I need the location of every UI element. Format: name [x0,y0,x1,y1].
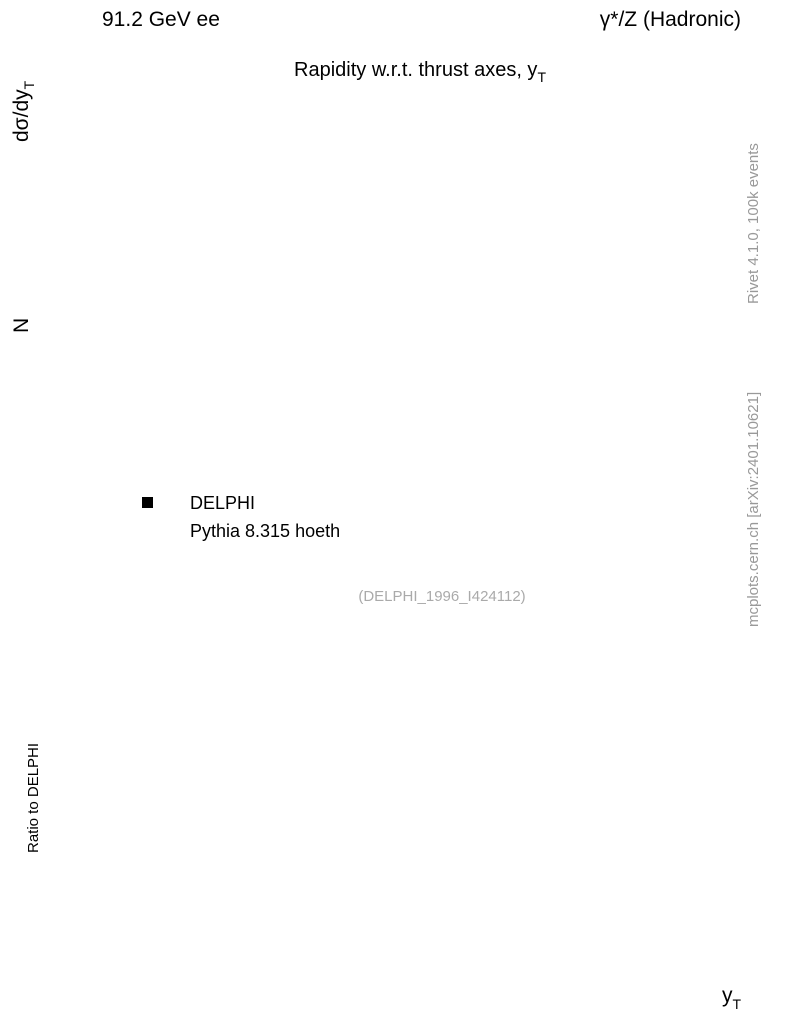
header-energy: 91.2 GeV ee [102,8,220,31]
legend-delphi-square-icon [142,497,153,508]
y-axis-title-dsigma: dσ/dyT [10,80,37,142]
x-axis-title: yT [722,984,742,1012]
legend: DELPHI Pythia 8.315 hoeth [142,493,340,541]
ratio-axis-title: Ratio to DELPHI [25,743,42,853]
plot-title-subscript: T [537,69,546,85]
legend-delphi-label: DELPHI [190,493,255,513]
analysis-id-watermark: (DELPHI_1996_I424112) [358,588,525,605]
mcplots-arxiv-note: mcplots.cern.ch [arXiv:2401.10621] [745,392,762,627]
y-axis-title-n: N [10,318,33,333]
plot-title-text: Rapidity w.r.t. thrust axes, y [294,59,537,81]
header-process: γ*/Z (Hadronic) [600,8,741,31]
rivet-version-note: Rivet 4.1.0, 100k events [745,143,762,304]
legend-pythia-label: Pythia 8.315 hoeth [190,521,340,541]
plot-title: Rapidity w.r.t. thrust axes, yT [294,59,546,85]
